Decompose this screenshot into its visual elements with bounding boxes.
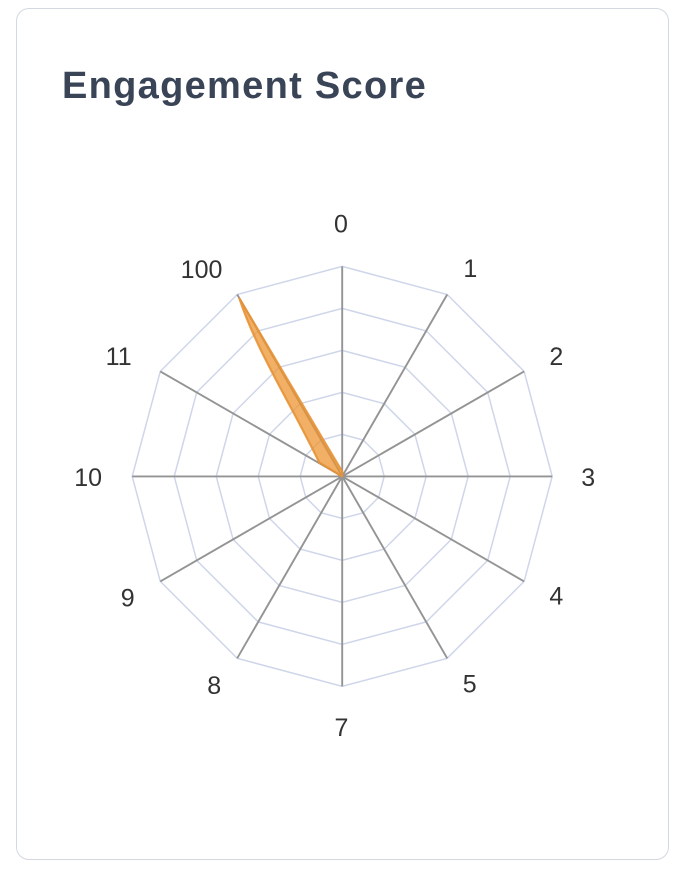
svg-text:0: 0 — [334, 211, 348, 239]
svg-text:4: 4 — [549, 583, 563, 611]
svg-text:1: 1 — [463, 255, 477, 283]
svg-text:11: 11 — [106, 343, 132, 371]
svg-text:5: 5 — [463, 671, 477, 699]
svg-text:2: 2 — [549, 343, 563, 371]
svg-text:8: 8 — [207, 672, 221, 700]
svg-text:7: 7 — [335, 714, 349, 742]
svg-text:9: 9 — [121, 585, 135, 613]
svg-text:3: 3 — [581, 464, 595, 492]
svg-text:10: 10 — [74, 464, 102, 492]
svg-text:100: 100 — [181, 256, 223, 284]
